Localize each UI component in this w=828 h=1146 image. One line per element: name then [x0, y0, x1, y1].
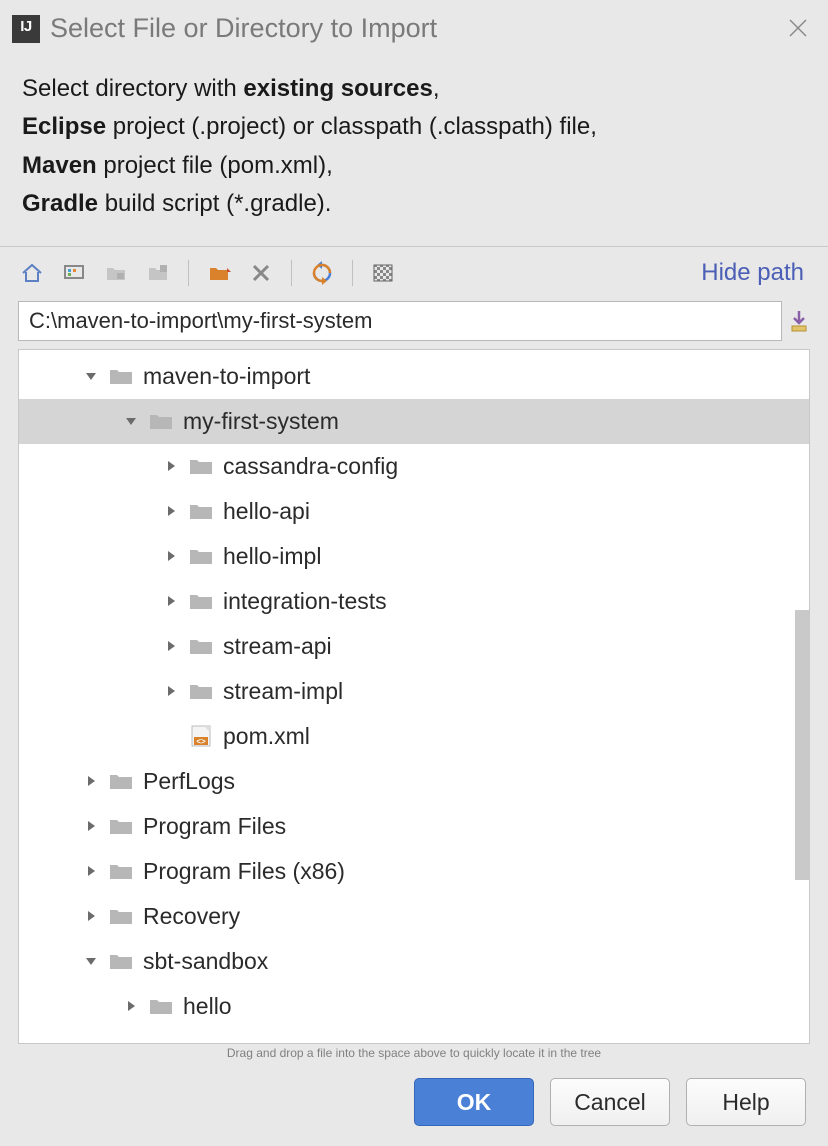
close-icon[interactable] — [780, 10, 816, 46]
folder-icon — [109, 951, 133, 971]
tree-item-label: sbt-sandbox — [143, 948, 268, 975]
tree-row[interactable]: PerfLogs — [19, 759, 809, 804]
tree-row[interactable]: maven-to-import — [19, 354, 809, 399]
tree-row[interactable]: Program Files — [19, 804, 809, 849]
help-button[interactable]: Help — [686, 1078, 806, 1126]
tree-item-label: pom.xml — [223, 723, 310, 750]
tree-item-label: Program Files (x86) — [143, 858, 345, 885]
toolbar: Hide path — [0, 247, 828, 295]
project-root-icon[interactable] — [102, 259, 130, 287]
folder-icon — [109, 861, 133, 881]
tree-row[interactable]: hello-api — [19, 489, 809, 534]
tree-item-label: hello-impl — [223, 543, 321, 570]
file-tree[interactable]: maven-to-import my-first-system cassandra-… — [19, 350, 809, 1043]
instr-text: project (.project) or classpath (.classp… — [106, 113, 597, 140]
instructions-text: Select directory with existing sources, … — [0, 54, 828, 247]
chevron-right-icon[interactable] — [159, 679, 183, 703]
toolbar-separator — [291, 260, 292, 286]
tree-row[interactable]: <> pom.xml — [19, 714, 809, 759]
tree-item-label: Program Files — [143, 813, 286, 840]
tree-row[interactable]: integration-tests — [19, 579, 809, 624]
titlebar: IJ Select File or Directory to Import — [0, 0, 828, 54]
instr-text: Select directory with — [22, 75, 243, 102]
tree-row[interactable]: sbt-sandbox — [19, 939, 809, 984]
chevron-down-icon[interactable] — [119, 409, 143, 433]
chevron-right-icon[interactable] — [159, 454, 183, 478]
dialog-title: Select File or Directory to Import — [40, 13, 780, 44]
path-row — [0, 295, 828, 349]
instr-text: build script (*.gradle). — [98, 190, 331, 217]
chevron-down-icon[interactable] — [79, 949, 103, 973]
tree-item-label: hello — [183, 993, 232, 1020]
toolbar-separator — [352, 260, 353, 286]
chevron-right-icon[interactable] — [79, 769, 103, 793]
instr-bold: existing sources — [243, 75, 432, 102]
folder-icon — [189, 591, 213, 611]
scrollbar-thumb[interactable] — [795, 610, 809, 880]
folder-icon — [189, 681, 213, 701]
folder-icon — [109, 771, 133, 791]
hide-path-link[interactable]: Hide path — [701, 259, 810, 287]
home-icon[interactable] — [18, 259, 46, 287]
instr-bold: Maven — [22, 152, 97, 179]
chevron-right-icon[interactable] — [159, 634, 183, 658]
tree-row[interactable]: hello-impl — [19, 534, 809, 579]
tree-item-label: hello-api — [223, 498, 310, 525]
tree-item-label: stream-api — [223, 633, 332, 660]
dialog-buttons: OK Cancel Help — [0, 1066, 828, 1146]
folder-icon — [189, 546, 213, 566]
folder-icon — [109, 366, 133, 386]
folder-icon — [109, 906, 133, 926]
tree-row[interactable]: hello — [19, 984, 809, 1029]
import-dialog: IJ Select File or Directory to Import Se… — [0, 0, 828, 1146]
chevron-right-icon[interactable] — [159, 499, 183, 523]
desktop-icon[interactable] — [60, 259, 88, 287]
drag-drop-hint: Drag and drop a file into the space abov… — [0, 1044, 828, 1066]
chevron-right-icon[interactable] — [159, 589, 183, 613]
tree-item-label: maven-to-import — [143, 363, 310, 390]
app-icon: IJ — [12, 15, 40, 43]
tree-item-label: Recovery — [143, 903, 240, 930]
tree-row[interactable]: stream-api — [19, 624, 809, 669]
tree-row[interactable]: cassandra-config — [19, 444, 809, 489]
file-tree-panel: maven-to-import my-first-system cassandra-… — [18, 349, 810, 1044]
tree-item-label: PerfLogs — [143, 768, 235, 795]
chevron-right-icon[interactable] — [79, 814, 103, 838]
cancel-button[interactable]: Cancel — [550, 1078, 670, 1126]
chevron-right-icon[interactable] — [119, 994, 143, 1018]
folder-icon — [149, 411, 173, 431]
folder-icon — [109, 816, 133, 836]
path-input[interactable] — [18, 301, 782, 341]
module-root-icon[interactable] — [144, 259, 172, 287]
instr-text: project file (pom.xml), — [97, 152, 333, 179]
tree-item-label: integration-tests — [223, 588, 387, 615]
tree-row[interactable]: Program Files (x86) — [19, 849, 809, 894]
chevron-down-icon[interactable] — [79, 364, 103, 388]
tree-row[interactable]: my-first-system — [19, 399, 809, 444]
tree-item-label: my-first-system — [183, 408, 339, 435]
ok-button[interactable]: OK — [414, 1078, 534, 1126]
folder-icon — [189, 456, 213, 476]
refresh-icon[interactable] — [308, 259, 336, 287]
instr-text: , — [433, 75, 440, 102]
svg-text:<>: <> — [196, 737, 206, 746]
delete-icon[interactable] — [247, 259, 275, 287]
tree-row[interactable]: stream-impl — [19, 669, 809, 714]
toolbar-separator — [188, 260, 189, 286]
tree-item-label: cassandra-config — [223, 453, 398, 480]
folder-icon — [189, 636, 213, 656]
instr-bold: Gradle — [22, 190, 98, 217]
show-hidden-icon[interactable] — [369, 259, 397, 287]
history-dropdown-icon[interactable] — [788, 306, 810, 336]
instr-bold: Eclipse — [22, 113, 106, 140]
tree-item-label: stream-impl — [223, 678, 343, 705]
pom-file-icon: <> — [189, 726, 213, 746]
folder-icon — [189, 501, 213, 521]
folder-icon — [149, 996, 173, 1016]
chevron-right-icon[interactable] — [79, 859, 103, 883]
chevron-right-icon[interactable] — [159, 544, 183, 568]
chevron-right-icon[interactable] — [79, 904, 103, 928]
tree-row[interactable]: Recovery — [19, 894, 809, 939]
new-folder-icon[interactable] — [205, 259, 233, 287]
